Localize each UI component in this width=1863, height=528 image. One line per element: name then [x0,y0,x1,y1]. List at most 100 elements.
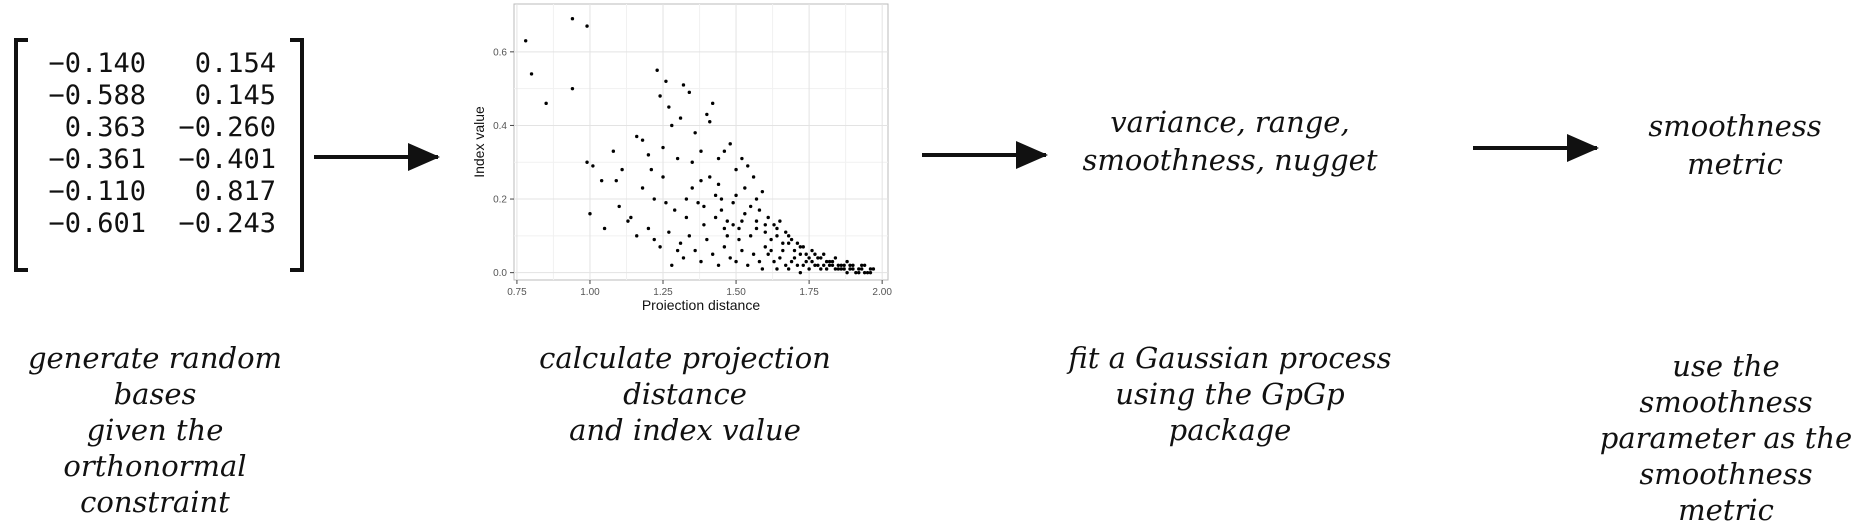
data-point [801,245,805,249]
data-point [670,123,674,128]
data-point [678,116,683,120]
data-point [757,208,762,212]
data-point [722,149,727,153]
data-point [670,263,674,267]
smoothness-metric-line: metric [1687,147,1783,181]
data-point [699,178,703,183]
data-point [833,256,838,260]
data-point [786,267,791,271]
data-point [658,245,662,249]
data-point [661,145,665,150]
data-point [766,252,770,256]
data-point [646,226,651,231]
caption-line: using the GpGp package [1115,377,1345,447]
data-point [687,90,692,95]
y-tick-label: 0.6 [493,47,507,58]
data-point [804,259,808,264]
data-point [854,270,858,275]
caption-line: calculate projection distance [539,341,831,411]
data-point [746,164,750,168]
data-point [681,256,686,260]
data-point [699,149,703,153]
data-point [591,164,595,168]
data-point [585,24,589,28]
data-point [769,237,773,242]
data-point [813,252,817,256]
data-point [775,267,779,271]
gp-parameters: variance, range, smoothness, nugget [1060,103,1400,179]
data-point [857,270,861,275]
arrow-2 [922,141,1048,169]
data-point [827,263,832,267]
data-point [760,189,765,194]
data-point [690,160,694,164]
data-point [751,175,756,179]
y-axis-label: Index value [471,106,487,178]
matrix-cell: −0.260 [178,112,276,143]
data-point [716,182,721,187]
data-point [708,175,712,179]
caption-line: generate random bases [27,341,283,411]
caption-step-1: generate random bases given the orthonor… [0,340,310,520]
data-point [795,241,800,245]
caption-line: constraint [80,485,230,519]
matrix-cell: −0.601 [48,208,146,239]
data-point [775,226,779,231]
caption-line: parameter as the [1599,421,1853,455]
data-point [860,263,864,267]
data-point [588,212,592,216]
data-point [798,245,803,249]
data-point [716,263,721,267]
data-point [734,193,738,198]
data-point [675,156,680,161]
matrix-cell: −0.140 [48,48,146,79]
data-point [807,256,811,260]
data-point [845,270,849,275]
data-point [728,256,732,260]
data-point [778,256,782,260]
data-point [684,215,689,220]
data-point [599,178,604,183]
gp-parameters-line: variance, range, [1110,105,1350,139]
data-point [804,252,808,256]
data-point [801,263,805,267]
data-point [635,234,639,238]
data-point [784,230,788,234]
caption-line: use the smoothness [1639,349,1813,419]
data-point [778,219,782,223]
data-point [722,245,727,249]
data-point [827,259,832,264]
x-tick-label: 1.75 [799,287,819,298]
data-point [734,259,738,264]
data-point [824,259,829,264]
data-point [751,252,756,256]
data-point [544,101,548,106]
data-point [705,237,709,242]
data-point [614,178,618,183]
data-point [816,256,820,260]
data-point [784,263,788,267]
matrix-row: −0.588 0.145 [34,80,284,112]
data-point [690,186,694,190]
data-point [693,248,697,253]
data-point [839,267,843,271]
data-point [740,219,744,223]
data-point [769,248,773,253]
matrix-cell: −0.588 [48,80,146,111]
matrix-cell: 0.817 [194,176,276,207]
data-point [529,72,534,76]
data-point [673,208,677,212]
data-point [798,270,803,275]
data-point [792,256,797,260]
data-point [667,105,671,109]
data-point [807,267,811,271]
data-point [699,259,703,264]
data-point [772,259,776,264]
data-point [760,267,765,271]
data-point [824,267,829,271]
data-point [754,197,759,201]
data-point [523,39,528,43]
data-point [871,267,876,271]
data-point [848,267,852,271]
data-point [833,267,838,271]
